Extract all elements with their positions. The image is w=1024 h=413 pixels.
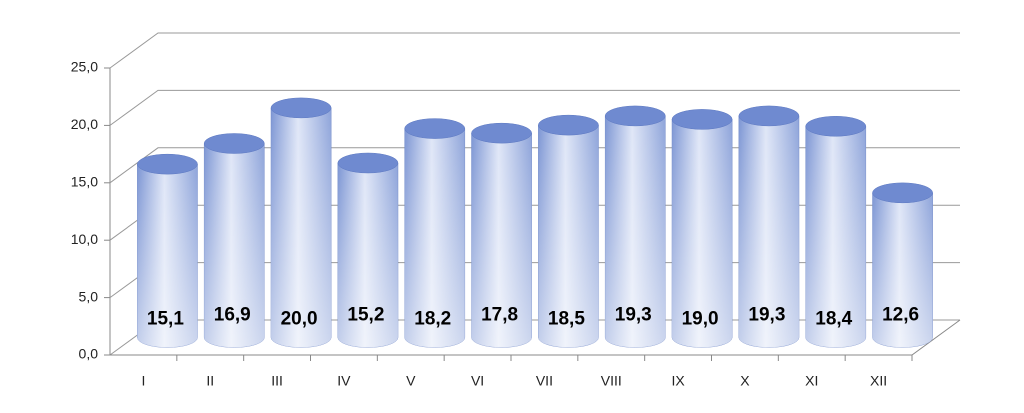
y-tick-label: 10,0	[71, 231, 98, 247]
value-label: 17,8	[481, 305, 518, 326]
x-tick-label: XI	[805, 373, 818, 389]
y-tick-label: 5,0	[79, 288, 99, 304]
x-tick-label: IV	[337, 373, 351, 389]
bar-top	[337, 152, 399, 174]
bar-top	[872, 182, 933, 204]
x-tick-label: VI	[471, 373, 484, 389]
value-label: 19,3	[748, 305, 785, 326]
bar-shade	[204, 143, 265, 348]
x-tick-label: V	[406, 373, 416, 389]
bar-top	[203, 133, 265, 154]
bar-top	[270, 97, 332, 119]
x-tick-label: II	[206, 373, 214, 389]
x-tick-label: VIII	[601, 373, 622, 389]
bar-shade	[404, 128, 465, 348]
value-label: 19,0	[682, 309, 719, 330]
y-tick-label: 20,0	[71, 116, 98, 132]
bar-top	[604, 105, 666, 127]
value-label: 15,1	[147, 309, 184, 330]
value-label: 15,2	[347, 305, 384, 326]
bar-top	[471, 122, 532, 144]
bar-shade	[271, 107, 332, 348]
x-tick-label: I	[141, 373, 145, 389]
x-tick-label: VII	[536, 373, 553, 389]
value-label: 20,0	[281, 309, 318, 330]
value-label: 18,5	[548, 309, 585, 330]
y-tick-label: 0,0	[79, 346, 99, 362]
value-label: 18,2	[414, 309, 451, 330]
x-tick-label: IX	[671, 373, 685, 389]
bar-shade	[605, 115, 666, 348]
bar-top	[538, 114, 599, 136]
bar-top	[404, 118, 466, 139]
bar-shade	[738, 115, 799, 348]
bar-top	[137, 153, 198, 175]
y-tick-label: 25,0	[71, 59, 98, 75]
x-tick-label: X	[740, 373, 750, 389]
bar-shade	[672, 119, 733, 348]
grid-line	[109, 89, 960, 126]
bar-top	[738, 105, 800, 127]
x-tick-label: III	[271, 373, 283, 389]
bar-shade	[872, 192, 933, 348]
x-tick-label: XII	[870, 373, 887, 389]
bar-shade	[471, 133, 532, 348]
value-label: 18,4	[815, 309, 852, 330]
y-tick-label: 15,0	[71, 174, 98, 190]
value-label: 12,6	[882, 305, 919, 326]
bar-top	[671, 109, 733, 130]
bar-top	[805, 116, 867, 137]
bar-shade	[137, 164, 198, 348]
bar-shade	[805, 126, 866, 348]
value-label: 16,9	[214, 305, 251, 326]
value-label: 19,3	[615, 305, 652, 326]
grid-line	[109, 32, 960, 69]
bar-shade	[337, 163, 398, 348]
bar-shade	[538, 125, 599, 348]
